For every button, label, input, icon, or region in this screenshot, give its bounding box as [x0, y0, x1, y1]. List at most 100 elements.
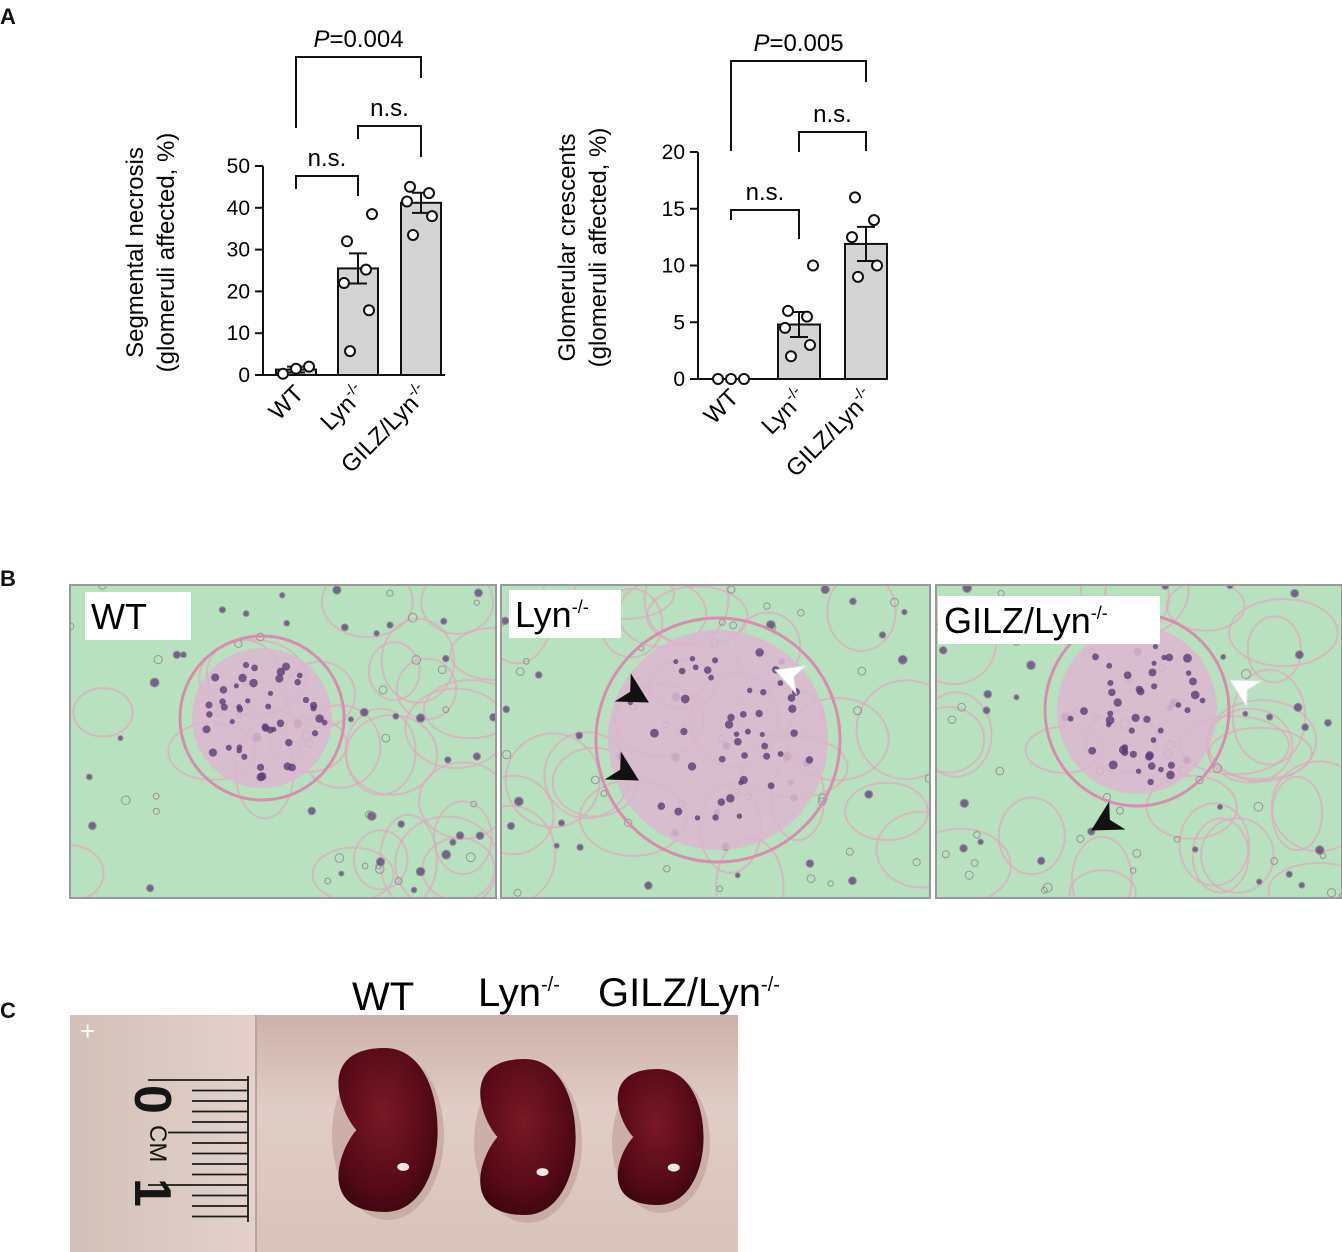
- glomerular-nucleus: [760, 689, 767, 696]
- nucleus: [534, 671, 543, 679]
- data-point: [807, 259, 819, 272]
- tubule: [1200, 817, 1275, 894]
- bar: [400, 201, 442, 376]
- nucleus: [242, 610, 250, 618]
- data-point: [804, 338, 816, 351]
- data-point: [423, 187, 435, 200]
- nucleus: [334, 853, 345, 863]
- nucleus: [1013, 694, 1020, 701]
- glomerular-nucleus: [315, 714, 324, 723]
- nucleus: [378, 685, 388, 695]
- nucleus: [853, 706, 863, 716]
- data-point: [366, 208, 378, 221]
- nucleus: [959, 843, 968, 853]
- glomerular-nucleus: [1183, 653, 1192, 663]
- tubule: [501, 804, 557, 898]
- glomerular-nucleus: [219, 698, 226, 705]
- tubule: [1207, 726, 1313, 780]
- kidney: [617, 1069, 704, 1205]
- nucleus: [912, 858, 921, 867]
- crescents-chart: 0 5 10 15 20 Glomerular crescents (glomeruli a…: [554, 30, 888, 482]
- glomerular-nucleus: [724, 720, 734, 729]
- data-point: [341, 235, 353, 248]
- nucleus: [575, 731, 584, 740]
- nucleus: [820, 585, 830, 595]
- nucleus: [347, 716, 355, 723]
- significance-bracket: [295, 175, 359, 196]
- glomerular-nucleus: [734, 737, 742, 746]
- nucleus: [455, 831, 465, 840]
- nucleus: [901, 608, 908, 616]
- glomerular-nucleus: [202, 725, 211, 734]
- glomerular-nucleus: [225, 744, 232, 751]
- glomerular-nucleus: [266, 726, 274, 734]
- nucleus: [977, 838, 984, 846]
- nucleus: [373, 630, 380, 637]
- glomerular-nucleus: [739, 711, 747, 718]
- glomerular-nucleus: [1106, 662, 1113, 669]
- nucleus: [590, 775, 600, 785]
- white-arrowhead: [1229, 679, 1264, 709]
- nucleus: [1212, 763, 1223, 773]
- glomerular-nucleus: [1158, 766, 1164, 773]
- glomerular-nucleus: [1184, 707, 1191, 714]
- tubule: [1267, 862, 1342, 898]
- data-point: [338, 277, 350, 290]
- nucleus: [1129, 867, 1137, 874]
- nucleus: [411, 655, 422, 665]
- glomerular-nucleus: [1113, 698, 1122, 707]
- data-point: [849, 191, 861, 204]
- glomerular-nucleus: [708, 674, 714, 681]
- data-point: [407, 228, 419, 241]
- glomerular-nucleus: [673, 659, 679, 665]
- nucleus: [394, 877, 403, 885]
- glomerular-nucleus: [251, 664, 258, 672]
- nucleus: [983, 689, 993, 699]
- glomerular-nucleus: [687, 762, 697, 771]
- glomerular-nucleus: [1165, 653, 1174, 662]
- tubule: [345, 714, 439, 796]
- nucleus: [442, 706, 450, 714]
- nucleus: [381, 733, 391, 743]
- histology-panel: WT Lyn-/- GILZ/Lyn-/-: [69, 584, 1342, 899]
- nucleus: [1220, 653, 1227, 660]
- glomerular-nucleus: [206, 711, 213, 718]
- bowman-capsule: [178, 634, 346, 802]
- nucleus: [85, 773, 93, 781]
- nucleus: [763, 602, 771, 610]
- glomerular-nucleus: [1150, 737, 1157, 743]
- glomerular-nucleus: [1161, 654, 1167, 661]
- glomerular-nucleus: [759, 732, 765, 738]
- glomerular-nucleus: [1148, 668, 1157, 677]
- data-point: [712, 373, 724, 385]
- glomerular-nucleus: [805, 756, 814, 764]
- glomerulus: [1057, 626, 1217, 794]
- tubule: [1228, 598, 1339, 668]
- nucleus: [152, 807, 160, 815]
- y-tick-label: 20: [227, 280, 250, 303]
- tubule: [826, 585, 897, 652]
- nucleus: [375, 864, 385, 874]
- nucleus: [878, 631, 887, 639]
- tile-label: WT: [91, 596, 147, 637]
- glomerular-nucleus: [755, 648, 764, 657]
- tubule: [1068, 869, 1137, 898]
- data-point: [801, 310, 813, 323]
- data-point: [871, 259, 883, 272]
- tile-label: Lyn-/-: [515, 594, 589, 635]
- glomerular-nucleus: [249, 678, 258, 688]
- data-point: [785, 350, 797, 363]
- nucleus: [1293, 702, 1303, 712]
- kidney-column-label: WT: [352, 975, 414, 1019]
- data-point: [846, 231, 858, 244]
- tubule: [936, 691, 993, 778]
- tile-border: [935, 584, 1342, 899]
- tile-label: GILZ/Lyn-/-: [944, 600, 1108, 641]
- glomerular-nucleus: [296, 672, 303, 679]
- nucleus: [624, 818, 633, 827]
- nucleus: [1161, 585, 1170, 590]
- nucleus: [472, 752, 482, 761]
- nucleus: [1314, 845, 1325, 855]
- significance-bracket: [295, 56, 422, 128]
- glomerular-nucleus: [736, 813, 743, 819]
